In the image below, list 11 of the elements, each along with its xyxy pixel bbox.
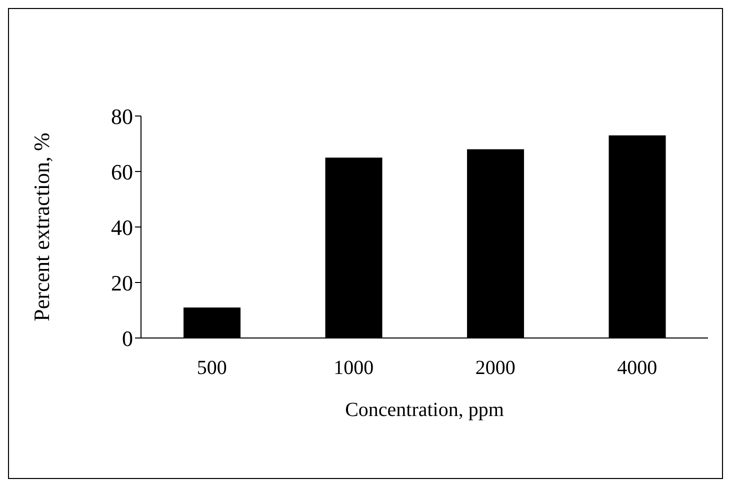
y-axis-title: Percent extraction, %: [28, 132, 54, 322]
x-tick-label: 1000: [334, 357, 374, 380]
y-tick-label: 80: [111, 104, 133, 129]
x-tick-label: 2000: [475, 357, 516, 380]
y-tick-label: 40: [111, 214, 133, 240]
y-tick-label: 60: [111, 159, 133, 184]
y-tick-label: 0: [122, 326, 133, 351]
y-tick-label: 20: [111, 270, 133, 296]
x-tick-label: 500: [196, 357, 227, 380]
x-tick-label: 4000: [617, 357, 658, 380]
x-axis-title: Concentration, ppm: [345, 399, 504, 421]
